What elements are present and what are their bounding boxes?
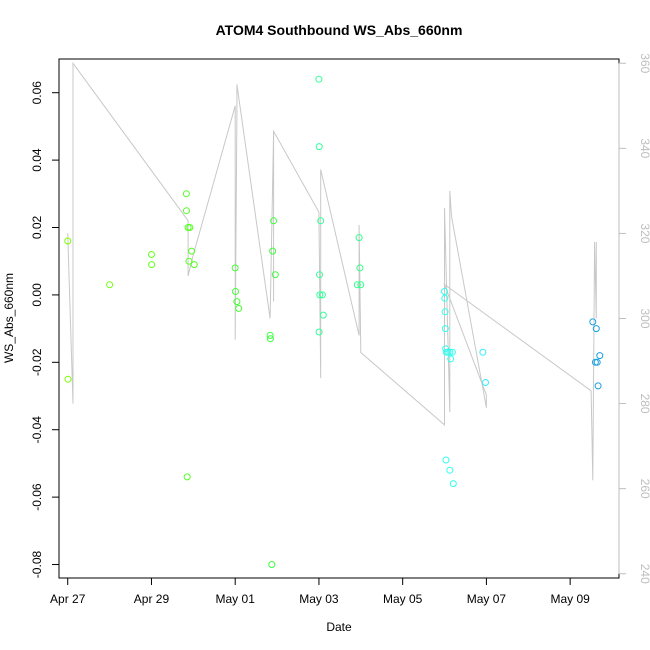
y-axis-left: -0.08 -0.06 -0.04 -0.02 0.00 0.02 0.04 0.06 xyxy=(30,81,60,579)
data-point xyxy=(269,247,277,255)
points-layer xyxy=(64,75,604,568)
data-point xyxy=(186,224,194,231)
y2-tick-label: 240 xyxy=(638,564,650,584)
data-point xyxy=(441,325,449,333)
data-point xyxy=(315,143,323,151)
y2-tick-label: 280 xyxy=(638,394,650,414)
x-tick-label: May 01 xyxy=(216,592,256,606)
data-point xyxy=(353,281,361,289)
data-point xyxy=(592,325,600,333)
data-point xyxy=(446,466,454,474)
x-tick-label: May 05 xyxy=(383,592,423,606)
y-tick-label: 0.04 xyxy=(30,148,44,172)
y-tick-label: -0.02 xyxy=(30,348,44,376)
data-point xyxy=(479,348,487,356)
data-point xyxy=(106,281,114,289)
data-point xyxy=(441,288,448,295)
data-point xyxy=(319,311,327,319)
x-tick-label: May 09 xyxy=(550,592,590,606)
y2-tick-label: 320 xyxy=(638,223,650,243)
data-point xyxy=(356,264,364,272)
x-axis: Apr 27 Apr 29 May 01 May 03 May 05 May 07 May … xyxy=(50,577,590,606)
data-point xyxy=(148,251,155,258)
y-tick-label: -0.08 xyxy=(30,551,44,579)
x-tick-label: May 07 xyxy=(467,592,507,606)
data-point xyxy=(318,291,326,299)
data-point xyxy=(447,355,455,363)
data-point xyxy=(446,348,454,356)
y2-tick-label: 260 xyxy=(638,479,650,499)
y-tick-label: 0.00 xyxy=(30,283,44,307)
y-tick-label: 0.02 xyxy=(30,216,44,240)
data-point xyxy=(357,281,365,289)
x-tick-label: Apr 27 xyxy=(50,592,86,606)
data-point xyxy=(188,247,196,255)
data-point xyxy=(64,237,72,245)
x-tick-label: May 03 xyxy=(299,592,339,606)
data-point xyxy=(594,382,602,390)
data-point xyxy=(148,261,156,269)
data-point xyxy=(232,288,239,295)
y-axis-label: WS_Abs_660nm xyxy=(2,273,16,363)
y-axis-right: 240 260 280 300 320 340 360 xyxy=(618,53,650,584)
data-point xyxy=(183,473,191,481)
data-point xyxy=(315,75,323,83)
data-point xyxy=(441,294,449,302)
data-point xyxy=(589,318,597,326)
data-point xyxy=(266,331,274,339)
data-point xyxy=(231,264,239,272)
plot-area-border xyxy=(58,58,620,579)
data-point xyxy=(64,375,72,383)
data-point xyxy=(596,352,604,360)
y-tick-label: -0.04 xyxy=(30,416,44,444)
y-tick-label: 0.06 xyxy=(30,81,44,105)
data-point xyxy=(449,480,457,488)
data-point xyxy=(233,298,241,306)
data-point xyxy=(355,234,363,242)
data-point xyxy=(183,207,190,215)
data-point xyxy=(235,304,243,312)
line-series xyxy=(67,61,597,481)
data-point xyxy=(316,271,323,279)
data-point xyxy=(442,456,450,464)
y-tick-label: -0.06 xyxy=(30,483,44,511)
data-point xyxy=(270,217,278,225)
data-point xyxy=(266,335,274,343)
y2-tick-label: 340 xyxy=(638,138,650,158)
data-point xyxy=(593,358,601,366)
y2-tick-label: 300 xyxy=(638,308,650,328)
data-point xyxy=(316,291,324,299)
data-point xyxy=(190,261,198,269)
data-point xyxy=(448,348,456,356)
data-point xyxy=(315,328,323,336)
y2-tick-label: 360 xyxy=(638,53,650,73)
data-point xyxy=(317,217,325,225)
data-point xyxy=(271,271,279,279)
data-point xyxy=(441,308,449,316)
x-axis-label: Date xyxy=(326,620,352,634)
chart-title: ATOM4 Southbound WS_Abs_660nm xyxy=(216,22,463,38)
data-point xyxy=(268,561,276,568)
x-tick-label: Apr 29 xyxy=(134,592,170,606)
data-point xyxy=(482,379,489,386)
line-series-layer xyxy=(67,61,597,481)
data-point xyxy=(185,257,193,265)
data-point xyxy=(182,190,190,198)
